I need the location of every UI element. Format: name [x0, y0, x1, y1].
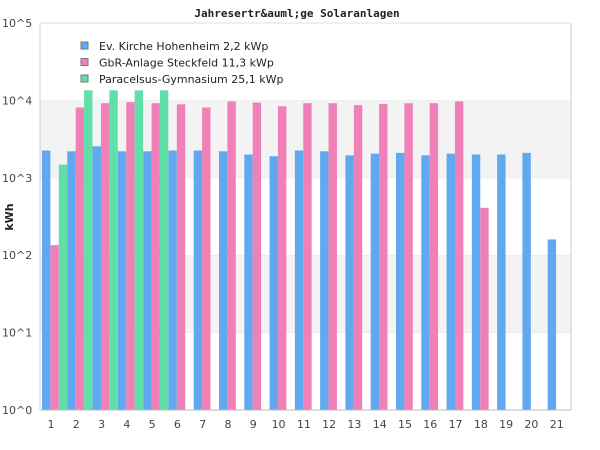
bar [294, 150, 304, 410]
bar [58, 164, 68, 410]
x-tick-label: 16 [423, 418, 437, 431]
y-axis-label: kWh [3, 203, 16, 230]
bar [345, 155, 354, 410]
grid-band [40, 23, 571, 101]
bar [269, 156, 278, 410]
bar [396, 152, 405, 410]
x-tick-label: 6 [174, 418, 181, 431]
bar [193, 150, 203, 410]
bar [471, 154, 481, 410]
x-tick-label: 13 [347, 418, 361, 431]
x-tick-label: 11 [297, 418, 311, 431]
x-tick-label: 8 [225, 418, 232, 431]
bar [480, 207, 489, 410]
bar [328, 103, 337, 410]
legend-label: Ev. Kirche Hohenheim 2,2 kWp [99, 40, 268, 53]
bar [126, 102, 135, 410]
legend-swatch [80, 74, 89, 83]
y-tick-label: 10^3 [2, 172, 32, 185]
bar [244, 154, 253, 410]
bar [151, 103, 160, 410]
legend-swatch [80, 58, 89, 66]
x-tick-label: 12 [322, 418, 336, 431]
x-tick-label: 5 [149, 418, 156, 431]
legend: Ev. Kirche Hohenheim 2,2 kWp GbR-Anlage S… [80, 40, 283, 86]
x-tick-label: 3 [98, 418, 105, 431]
y-tick-label: 10^2 [2, 249, 32, 262]
bar [320, 151, 329, 410]
bar [227, 101, 236, 411]
bar [454, 101, 464, 411]
x-tick-label: 15 [398, 418, 412, 431]
y-tick-label: 10^0 [2, 404, 32, 417]
y-tick-label: 10^5 [2, 17, 32, 30]
bar [429, 103, 439, 410]
x-tick-label: 20 [524, 418, 538, 431]
legend-label: GbR-Anlage Steckfeld 11,3 kWp [99, 57, 274, 70]
x-tick-label: 14 [373, 418, 387, 431]
y-tick-label: 10^4 [2, 94, 32, 107]
bar [379, 103, 388, 411]
bar [252, 102, 262, 410]
bar [67, 151, 76, 410]
legend-swatch [80, 41, 89, 50]
x-tick-label: 18 [474, 418, 488, 431]
x-tick-label: 10 [272, 418, 286, 431]
bar [446, 153, 455, 410]
x-tick-label: 1 [48, 418, 55, 431]
bar [497, 154, 506, 410]
y-tick-label: 10^1 [2, 327, 32, 340]
bar [42, 150, 51, 410]
x-tick-label: 17 [449, 418, 463, 431]
x-tick-label: 4 [123, 418, 130, 431]
bar [134, 90, 144, 410]
bar [92, 146, 101, 410]
bar [109, 90, 118, 410]
bar [421, 155, 430, 410]
bar [159, 90, 169, 410]
bar [370, 153, 380, 410]
x-tick-label: 2 [73, 418, 80, 431]
x-tick-label: 7 [199, 418, 206, 431]
bar [176, 104, 186, 411]
bar [219, 151, 228, 410]
bar [277, 106, 287, 411]
x-tick-label: 21 [550, 418, 564, 431]
chart-title: Jahresertr&auml;ge Solaranlagen [194, 7, 399, 20]
x-tick-label: 9 [250, 418, 257, 431]
bar [50, 245, 59, 410]
bar [168, 150, 177, 410]
bar [100, 103, 110, 410]
bar [75, 107, 85, 410]
x-tick-label: 19 [499, 418, 513, 431]
bar [202, 107, 211, 410]
legend-label: Paracelsus-Gymnasium 25,1 kWp [99, 73, 283, 86]
bar [404, 103, 413, 410]
bar [143, 151, 152, 410]
bar [522, 152, 531, 410]
bar [117, 151, 127, 410]
bar [84, 90, 93, 410]
bar [547, 239, 557, 410]
bar [303, 103, 312, 410]
bar [353, 105, 363, 410]
